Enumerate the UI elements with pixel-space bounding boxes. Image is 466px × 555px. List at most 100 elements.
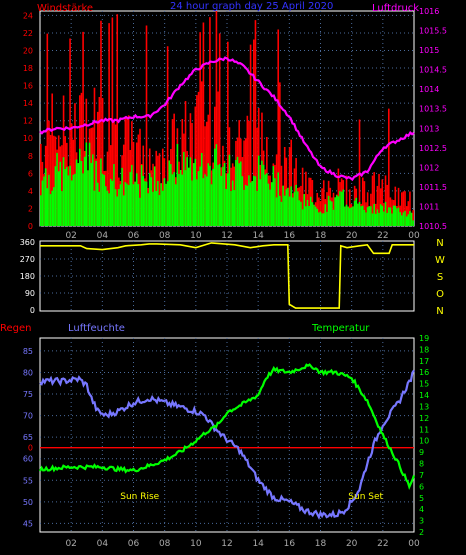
wind-x-tick-label: 02 bbox=[65, 231, 76, 241]
chart-frames bbox=[39, 10, 415, 533]
compass-label: N bbox=[436, 306, 443, 317]
rain-tick-label: 0 bbox=[28, 444, 33, 453]
direction-tick-label: 180 bbox=[20, 272, 35, 281]
temperature-tick-label: 12 bbox=[419, 414, 429, 423]
climate-x-tick-label: 16 bbox=[284, 539, 296, 549]
wind-tick-label: 4 bbox=[28, 187, 33, 196]
wind-tick-label: 20 bbox=[23, 46, 33, 55]
temperature-line bbox=[39, 363, 416, 491]
wind-tick-label: 24 bbox=[23, 11, 33, 20]
pressure-tick-label: 1012 bbox=[419, 163, 439, 172]
climate-x-tick-label: 18 bbox=[315, 539, 327, 549]
temperature-tick-label: 16 bbox=[419, 368, 429, 377]
temperature-tick-label: 4 bbox=[419, 505, 424, 514]
temperature-tick-label: 6 bbox=[419, 482, 424, 491]
temperature-tick-label: 5 bbox=[419, 494, 424, 503]
wind-x-tick-label: 08 bbox=[159, 231, 171, 241]
temperature-tick-label: 10 bbox=[419, 437, 429, 446]
pressure-tick-label: 1014.5 bbox=[419, 66, 447, 75]
chart-marks bbox=[39, 11, 416, 520]
pressure-tick-label: 1014 bbox=[419, 85, 439, 94]
climate-x-tick-label: 00 bbox=[408, 539, 420, 549]
wind-tick-label: 22 bbox=[23, 29, 33, 38]
direction-tick-label: 0 bbox=[30, 306, 35, 315]
wind-x-tick-label: 16 bbox=[284, 231, 296, 241]
climate-x-tick-label: 06 bbox=[128, 539, 140, 549]
sun-annotation: Sun Rise bbox=[120, 492, 159, 502]
wind-x-tick-label: 18 bbox=[315, 231, 327, 241]
sun-annotation: Sun Set bbox=[348, 492, 383, 502]
compass-label: O bbox=[436, 289, 444, 300]
legend-rain: Regen bbox=[0, 323, 32, 334]
wind-tick-label: 0 bbox=[28, 222, 33, 231]
wind-x-tick-label: 06 bbox=[128, 231, 140, 241]
temperature-tick-label: 8 bbox=[419, 460, 424, 469]
pressure-tick-label: 1012.5 bbox=[419, 144, 447, 153]
temperature-tick-label: 3 bbox=[419, 517, 424, 526]
humidity-tick-label: 60 bbox=[23, 455, 33, 464]
pressure-tick-label: 1011 bbox=[419, 202, 439, 211]
pressure-tick-label: 1013.5 bbox=[419, 105, 447, 114]
temperature-tick-label: 17 bbox=[419, 357, 429, 366]
temperature-tick-label: 7 bbox=[419, 471, 424, 480]
temperature-tick-label: 13 bbox=[419, 402, 429, 411]
temperature-tick-label: 11 bbox=[419, 425, 429, 434]
humidity-tick-label: 75 bbox=[23, 390, 33, 399]
wind-tick-label: 2 bbox=[28, 204, 33, 213]
humidity-line bbox=[39, 369, 415, 520]
climate-x-tick-label: 04 bbox=[97, 539, 109, 549]
direction-panel-frame bbox=[39, 240, 415, 312]
compass-label: W bbox=[435, 255, 445, 266]
climate-x-tick-label: 02 bbox=[65, 539, 76, 549]
chart-title: 24 hour graph day 25 April 2020 bbox=[170, 1, 333, 12]
wind-x-tick-label: 22 bbox=[377, 231, 388, 241]
chart-text: Windstärke 24 hour graph day 25 April 20… bbox=[0, 1, 447, 549]
wind-x-tick-label: 12 bbox=[221, 231, 232, 241]
legend-temperature: Temperatur bbox=[311, 323, 370, 334]
humidity-tick-label: 85 bbox=[23, 347, 33, 356]
pressure-tick-label: 1016 bbox=[419, 7, 439, 16]
compass-label: N bbox=[436, 238, 443, 249]
climate-x-tick-label: 14 bbox=[252, 539, 264, 549]
temperature-tick-label: 18 bbox=[419, 345, 429, 354]
pressure-tick-label: 1015.5 bbox=[419, 27, 447, 36]
wind-tick-label: 8 bbox=[28, 152, 33, 161]
climate-x-tick-label: 12 bbox=[221, 539, 232, 549]
wind-axis-title: Windstärke bbox=[37, 3, 93, 14]
direction-tick-label: 90 bbox=[25, 289, 35, 298]
climate-x-tick-label: 20 bbox=[346, 539, 358, 549]
legend-humidity: Luftfeuchte bbox=[68, 323, 125, 334]
wind-x-tick-label: 00 bbox=[408, 231, 420, 241]
pressure-tick-label: 1015 bbox=[419, 46, 439, 55]
direction-tick-label: 270 bbox=[20, 255, 35, 264]
pressure-tick-label: 1013 bbox=[419, 124, 439, 133]
wind-tick-label: 10 bbox=[23, 134, 33, 143]
wind-x-tick-label: 20 bbox=[346, 231, 358, 241]
pressure-tick-label: 1011.5 bbox=[419, 183, 447, 192]
temperature-tick-label: 15 bbox=[419, 380, 429, 389]
compass-label: S bbox=[437, 272, 443, 283]
temperature-tick-label: 2 bbox=[419, 528, 424, 537]
humidity-tick-label: 65 bbox=[23, 433, 33, 442]
humidity-tick-label: 50 bbox=[23, 498, 33, 507]
pressure-axis-title: Luftdruck bbox=[372, 3, 419, 14]
direction-line bbox=[40, 242, 414, 309]
climate-x-tick-label: 10 bbox=[190, 539, 202, 549]
humidity-tick-label: 70 bbox=[23, 412, 33, 421]
temperature-tick-label: 19 bbox=[419, 334, 429, 343]
wind-x-tick-label: 04 bbox=[97, 231, 109, 241]
climate-x-tick-label: 08 bbox=[159, 539, 171, 549]
wind-tick-label: 6 bbox=[28, 169, 33, 178]
humidity-tick-label: 80 bbox=[23, 368, 33, 377]
humidity-tick-label: 45 bbox=[23, 519, 33, 528]
pressure-line bbox=[39, 56, 415, 182]
wind-tick-label: 14 bbox=[23, 99, 33, 108]
wind-x-tick-label: 14 bbox=[252, 231, 264, 241]
wind-tick-label: 12 bbox=[23, 117, 33, 126]
wind-tick-label: 16 bbox=[23, 82, 33, 91]
climate-x-tick-label: 22 bbox=[377, 539, 388, 549]
humidity-tick-label: 55 bbox=[23, 476, 33, 485]
wind-x-tick-label: 10 bbox=[190, 231, 202, 241]
temperature-tick-label: 9 bbox=[419, 448, 424, 457]
